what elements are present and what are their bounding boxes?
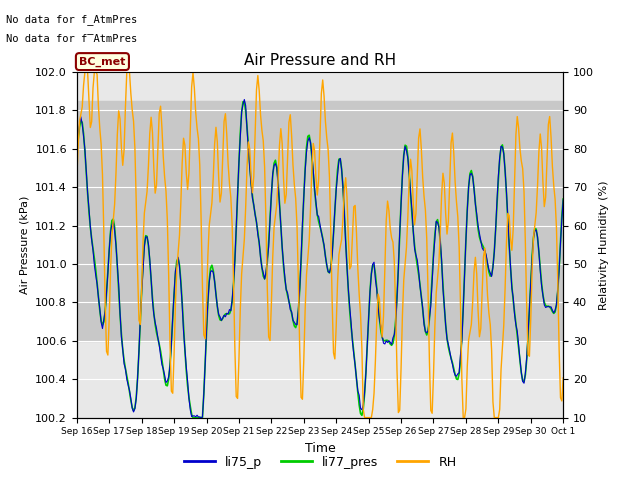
Title: Air Pressure and RH: Air Pressure and RH [244, 53, 396, 68]
Text: BC_met: BC_met [79, 57, 125, 67]
Legend: li75_p, li77_pres, RH: li75_p, li77_pres, RH [179, 451, 461, 474]
Bar [77, 101, 563, 341]
Text: No data for f̅AtmPres: No data for f̅AtmPres [6, 34, 138, 44]
X-axis label: Time: Time [305, 442, 335, 455]
Y-axis label: Air Pressure (kPa): Air Pressure (kPa) [20, 196, 30, 294]
Y-axis label: Relativity Humidity (%): Relativity Humidity (%) [600, 180, 609, 310]
Text: No data for f_AtmPres: No data for f_AtmPres [6, 14, 138, 25]
